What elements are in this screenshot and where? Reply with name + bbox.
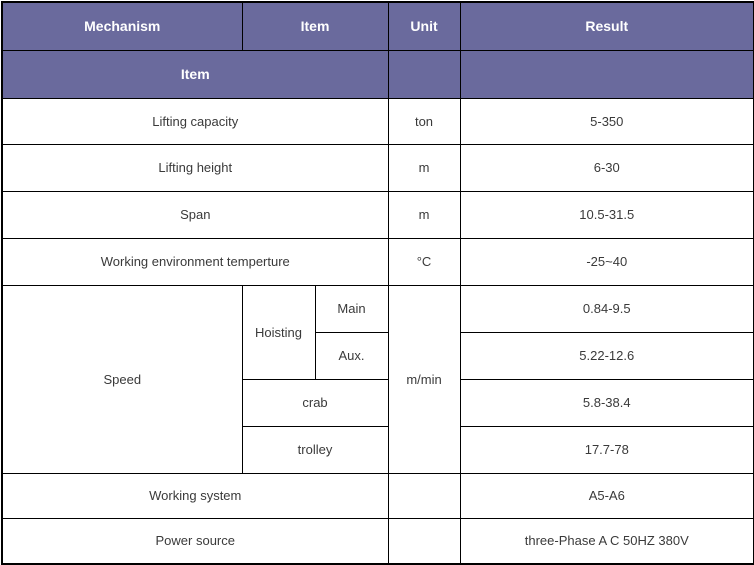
row-working-system: Working system A5-A6 [1,472,754,519]
header-cell-result: Result [459,1,754,51]
lifting-capacity-label: Lifting capacity [1,97,389,145]
hoisting-label: Hoisting [241,284,316,380]
subheader-cell-item: Item [1,49,389,99]
lifting-capacity-unit: ton [387,97,461,145]
working-environment-temperture-label: Working environment temperture [1,237,389,286]
row-speed-crab: crab 5.8-38.4 [2,378,754,427]
header-row: Mechanism Item Unit Result [1,1,754,51]
hoisting-aux-result: 5.22-12.6 [459,331,754,380]
lifting-capacity-result: 5-350 [459,97,754,145]
trolley-label: trolley [241,425,389,474]
working-system-unit-empty [387,472,461,519]
header-cell-mechanism: Mechanism [1,1,243,51]
working-system-result: A5-A6 [459,472,754,519]
hoisting-main-result: 0.84-9.5 [459,284,754,333]
trolley-result: 17.7-78 [459,425,754,474]
span-unit: m [387,190,461,239]
row-speed-trolley: trolley 17.7-78 [2,425,754,474]
header-cell-item: Item [241,1,389,51]
crab-label: crab [241,378,389,427]
speed-label: Speed [1,284,243,474]
working-environment-temperture-unit: °C [387,237,461,286]
power-source-result: three-Phase A C 50HZ 380V [459,517,754,565]
row-power-source: Power source three-Phase A C 50HZ 380V [1,517,754,565]
row-speed-hoisting-main: Speed Hoisting Main m/min 0.84-9.5 [1,284,754,474]
span-result: 10.5-31.5 [459,190,754,239]
lifting-height-unit: m [387,143,461,192]
subheader-row: Item [1,49,754,99]
working-environment-temperture-result: -25~40 [459,237,754,286]
lifting-height-label: Lifting height [1,143,389,192]
lifting-height-result: 6-30 [459,143,754,192]
span-label: Span [1,190,389,239]
hoisting-aux-label: Aux. [314,331,389,380]
header-cell-unit: Unit [387,1,461,51]
row-working-environment-temperture: Working environment temperture °C -25~40 [1,237,754,286]
crab-result: 5.8-38.4 [459,378,754,427]
hoisting-main-label: Main [314,284,389,333]
row-lifting-height: Lifting height m 6-30 [1,143,754,192]
working-system-label: Working system [1,472,389,519]
subheader-cell-result-empty [459,49,754,99]
row-lifting-capacity: Lifting capacity ton 5-350 [1,97,754,145]
subheader-cell-unit-empty [387,49,461,99]
power-source-unit-empty [387,517,461,565]
power-source-label: Power source [1,517,389,565]
row-span: Span m 10.5-31.5 [1,190,754,239]
speed-unit: m/min [387,284,461,474]
